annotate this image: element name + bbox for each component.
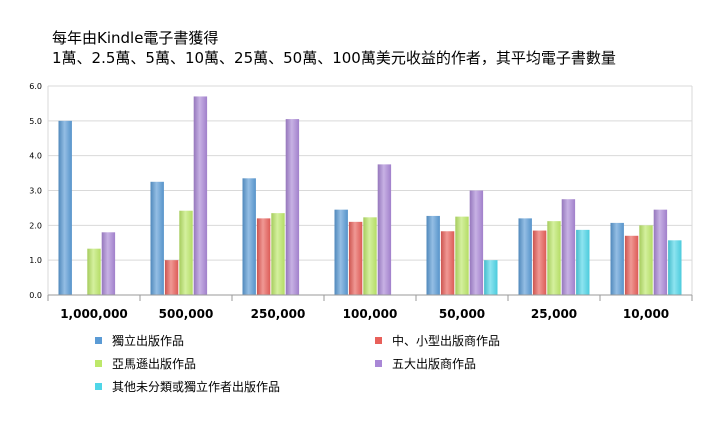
bar xyxy=(179,210,193,295)
axis-layer: 0.0 1.0 2.0 3.0 4.0 5.0 6.0 1,000,000 500,000 250… xyxy=(29,82,693,321)
bar xyxy=(193,96,208,295)
bar xyxy=(576,229,590,295)
bar xyxy=(610,222,624,295)
bar xyxy=(87,248,101,295)
y-tick-label: 2.0 xyxy=(29,221,42,230)
bar xyxy=(242,178,256,295)
legend-swatch xyxy=(375,360,382,367)
legend-swatch xyxy=(95,383,102,390)
bar xyxy=(271,213,285,295)
y-tick-label: 0.0 xyxy=(29,291,42,300)
y-tick-label: 4.0 xyxy=(29,152,42,161)
x-tick-label: 1,000,000 xyxy=(60,307,128,321)
legend-label: 獨立出版作品 xyxy=(112,334,185,348)
bar xyxy=(348,221,363,295)
bar-layer xyxy=(58,96,682,295)
bar xyxy=(285,119,300,295)
legend-label: 亞馬遜出版作品 xyxy=(112,357,197,371)
bar xyxy=(653,209,668,295)
legend-swatch xyxy=(95,337,102,344)
y-tick-label: 3.0 xyxy=(29,187,42,196)
x-tick-label: 10,000 xyxy=(623,307,669,321)
bar xyxy=(668,240,682,295)
legend-label: 其他未分類或獨立作者出版作品 xyxy=(112,380,281,394)
y-tick-label: 6.0 xyxy=(29,82,42,91)
bar xyxy=(469,190,484,295)
legend-item: 中、小型出版商作品 xyxy=(375,334,500,348)
bar xyxy=(58,120,72,295)
y-tick-label: 5.0 xyxy=(29,117,42,126)
bar xyxy=(150,181,164,295)
x-tick-label: 500,000 xyxy=(159,307,214,321)
bar xyxy=(518,218,532,295)
chart-title: 每年由Kindle電子書獲得 xyxy=(52,29,219,47)
x-tick-label: 25,000 xyxy=(531,307,577,321)
bar xyxy=(532,230,547,295)
bar xyxy=(426,215,440,295)
y-tick-label: 1.0 xyxy=(29,256,42,265)
legend-item: 五大出版商作品 xyxy=(375,357,476,371)
bar xyxy=(484,260,498,295)
x-tick-label: 100,000 xyxy=(343,307,398,321)
bar xyxy=(334,209,348,295)
bar xyxy=(440,231,455,295)
bar xyxy=(624,235,639,295)
x-tick-label: 50,000 xyxy=(439,307,485,321)
bar xyxy=(363,217,377,295)
bar xyxy=(101,232,116,295)
chart-subtitle: 1萬、2.5萬、5萬、10萬、25萬、50萬、100萬美元收益的作者，其平均電子… xyxy=(52,49,616,67)
legend-item: 亞馬遜出版作品 xyxy=(95,357,196,371)
bar xyxy=(547,221,561,295)
legend-swatch xyxy=(95,360,102,367)
bar xyxy=(256,218,271,295)
legend-item: 其他未分類或獨立作者出版作品 xyxy=(95,380,280,394)
x-tick-label: 250,000 xyxy=(251,307,306,321)
bar xyxy=(639,225,653,295)
bar xyxy=(377,164,392,295)
chart-title-block: 每年由Kindle電子書獲得 1萬、2.5萬、5萬、10萬、25萬、50萬、10… xyxy=(52,28,712,68)
bar xyxy=(455,216,469,295)
legend-item: 獨立出版作品 xyxy=(95,334,184,348)
legend-label: 五大出版商作品 xyxy=(392,357,477,371)
legend-swatch xyxy=(375,337,382,344)
bar xyxy=(164,260,179,295)
bar xyxy=(561,199,576,295)
legend-label: 中、小型出版商作品 xyxy=(392,334,501,348)
